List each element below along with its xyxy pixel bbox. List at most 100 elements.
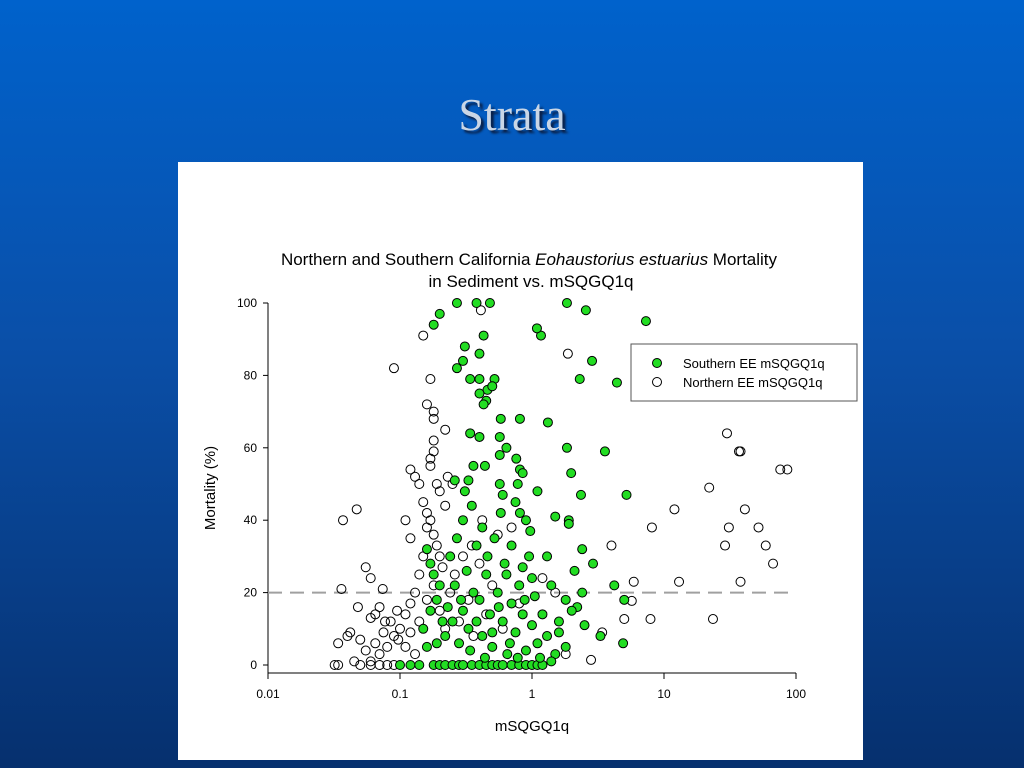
southern-point — [561, 298, 572, 308]
southern-point — [465, 374, 476, 385]
y-axis-label: Mortality (%) — [202, 446, 219, 530]
southern-point — [466, 500, 477, 511]
southern-point — [451, 298, 462, 308]
northern-point — [405, 464, 416, 475]
southern-point — [463, 623, 474, 634]
northern-point — [382, 660, 393, 670]
southern-point — [510, 497, 521, 508]
northern-point — [365, 612, 376, 623]
southern-point — [445, 551, 456, 562]
southern-point — [553, 627, 564, 638]
northern-point — [606, 540, 617, 551]
southern-point — [461, 565, 472, 576]
southern-point — [459, 486, 470, 497]
southern-point — [512, 479, 523, 489]
northern-point — [421, 594, 432, 605]
southern-point — [479, 460, 490, 471]
northern-point — [405, 533, 416, 544]
northern-point — [333, 638, 344, 649]
southern-point — [478, 330, 489, 341]
southern-point — [471, 298, 482, 308]
southern-point — [468, 460, 479, 471]
southern-point — [474, 374, 485, 385]
northern-point — [421, 399, 432, 410]
slide-title: Strata — [458, 89, 566, 140]
x-tick-label: 100 — [786, 687, 806, 701]
southern-point — [494, 479, 505, 489]
southern-point — [506, 598, 517, 609]
northern-point — [333, 660, 344, 670]
northern-point — [410, 649, 421, 660]
southern-point — [511, 453, 522, 464]
northern-point — [351, 504, 362, 515]
northern-point — [405, 627, 416, 638]
northern-point — [377, 583, 388, 594]
legend-label-southern: Southern EE mSQGQ1q — [683, 356, 825, 371]
northern-point — [434, 486, 445, 497]
northern-point — [342, 631, 353, 642]
y-tick-label: 80 — [244, 368, 258, 382]
southern-point — [510, 627, 521, 638]
northern-point — [619, 614, 630, 625]
northern-point — [374, 649, 385, 660]
northern-point — [431, 479, 442, 489]
northern-point — [336, 583, 347, 594]
northern-point — [421, 522, 432, 533]
southern-point — [497, 660, 508, 670]
southern-point — [525, 526, 536, 537]
southern-point — [640, 316, 651, 327]
southern-point — [457, 355, 468, 366]
northern-point — [440, 500, 451, 511]
southern-point — [580, 305, 591, 316]
northern-point — [735, 446, 746, 457]
southern-point — [532, 486, 543, 497]
northern-point — [360, 645, 371, 656]
southern-point — [437, 616, 448, 627]
southern-point — [517, 468, 528, 479]
legend: Southern EE mSQGQ1q Northern EE mSQGQ1q — [630, 343, 858, 402]
southern-point — [542, 417, 553, 428]
northern-point — [349, 656, 360, 667]
x-tick-label: 0.1 — [392, 687, 409, 701]
southern-point — [471, 540, 482, 551]
southern-point — [494, 431, 505, 442]
southern-point — [492, 587, 503, 598]
northern-point — [395, 623, 405, 634]
southern-point — [499, 558, 510, 569]
northern-point — [645, 614, 656, 625]
southern-point — [502, 649, 513, 660]
southern-point — [553, 616, 564, 627]
southern-point — [425, 558, 436, 569]
southern-point — [560, 641, 571, 652]
y-tick-label: 100 — [237, 296, 257, 310]
northern-point — [720, 540, 731, 551]
northern-point — [628, 576, 639, 587]
southern-point — [474, 431, 485, 442]
southern-point — [517, 562, 528, 573]
southern-point — [459, 341, 470, 352]
x-tick-label: 10 — [657, 687, 671, 701]
southern-point — [463, 475, 474, 486]
southern-point — [527, 573, 537, 584]
northern-point — [431, 540, 442, 551]
southern-point — [442, 602, 453, 613]
southern-point — [474, 388, 485, 399]
southern-point — [524, 551, 535, 562]
southern-point — [609, 580, 620, 591]
southern-point — [421, 641, 432, 652]
southern-point — [457, 605, 468, 616]
southern-point — [566, 468, 577, 479]
southern-point — [428, 319, 439, 330]
northern-point — [374, 660, 385, 670]
southern-point — [418, 623, 429, 634]
southern-point — [575, 489, 586, 500]
southern-point — [535, 652, 546, 663]
southern-point — [474, 594, 485, 605]
northern-point — [562, 348, 573, 359]
southern-point — [520, 645, 531, 656]
northern-point — [445, 587, 456, 598]
northern-point — [385, 616, 396, 627]
northern-point — [405, 598, 416, 609]
legend-label-northern: Northern EE mSQGQ1q — [683, 375, 822, 390]
